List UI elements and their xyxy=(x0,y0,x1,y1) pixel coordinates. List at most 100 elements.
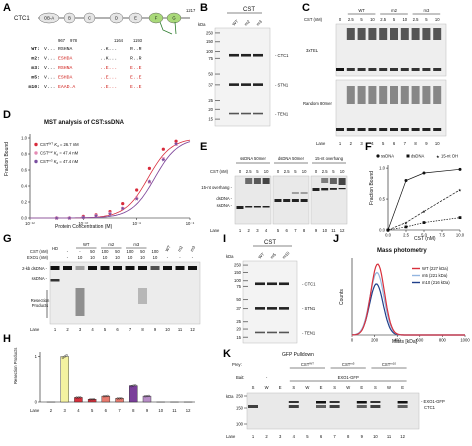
marker-25: 25 xyxy=(236,319,241,324)
marker-250: 250 xyxy=(206,30,214,35)
panel-i-lane-labels: WT m5 m10 xyxy=(257,250,291,260)
panel-e-lane-numbers: 1 2 3 4 5 6 7 8 9 10 11 12 xyxy=(239,228,345,233)
data-point xyxy=(81,215,86,220)
legend-marker xyxy=(406,154,410,158)
seq-segment-a: EAAD.A xyxy=(58,84,75,90)
bound-smear xyxy=(411,86,420,104)
y-tick-label: 0 xyxy=(35,400,38,405)
panel-c-lane-label: Lane xyxy=(316,141,326,146)
ctc1-band xyxy=(248,405,258,408)
lane-2: 2 xyxy=(50,408,53,413)
side-exo1-gfp: - EXO1-GFP xyxy=(421,399,445,404)
panel-g-bands xyxy=(50,266,197,316)
seq-segment-a: ESHDA xyxy=(58,56,73,62)
side-label-0: 15-nt overhang - xyxy=(201,185,232,190)
lane-12: 12 xyxy=(190,327,195,332)
row1-label: CST (nM) xyxy=(30,249,49,254)
seq-segment-c: R..R xyxy=(130,56,142,62)
lane-1: 1 xyxy=(54,327,57,332)
x-tick-label: 10⁻⁶ xyxy=(186,221,195,226)
panel-d-ylabel: Fraction Bound xyxy=(4,142,10,176)
free-probe-band xyxy=(422,128,431,131)
x-tick-label: 10⁻¹² xyxy=(25,221,35,226)
panel-i-kda: kDa xyxy=(226,254,234,259)
domain-g: G xyxy=(166,12,182,24)
dsdna-band xyxy=(50,266,60,270)
legend-text: WT (227 kDa) xyxy=(422,266,449,271)
data-point xyxy=(120,206,125,211)
domain-shape xyxy=(109,12,124,24)
row2-1: 10 xyxy=(78,255,83,260)
x-tick-label: 10⁻⁸ xyxy=(132,221,141,226)
marker-150: 150 xyxy=(234,270,242,275)
exo1-gfp-band xyxy=(356,401,367,404)
col-3: S xyxy=(292,385,295,390)
lane-10: 10 xyxy=(322,228,327,233)
row2-label: EXO1 (nM) xyxy=(27,255,49,260)
domain-shape xyxy=(148,12,164,24)
data-point xyxy=(121,202,125,206)
seq-segment-b: ..K... xyxy=(100,56,117,62)
row1-4: 50 xyxy=(115,249,120,254)
panel-d-title: MST analysis of CST:ssDNA xyxy=(44,120,125,126)
marker-15: 15 xyxy=(208,117,213,122)
exo1-gfp-band xyxy=(329,401,340,403)
panel-d-plot: 0.0 0.2 0.4 0.6 0.8 1.0 10⁻¹² 10⁻¹⁰ 10⁻⁸ 10⁻⁶ CSTW… xyxy=(21,134,195,226)
free-probe-band xyxy=(433,68,442,71)
y-tick-label: 0.0 xyxy=(21,216,27,221)
x-tick-label: 0 xyxy=(351,338,354,343)
legend-entry-2: m10 (216 kDa) xyxy=(412,280,450,285)
resection-smear xyxy=(138,288,147,304)
protein-band-stn1 xyxy=(255,307,265,310)
protein-band-ten1 xyxy=(229,112,239,115)
bound-band xyxy=(262,178,270,184)
panel-b-header: CST xyxy=(243,7,255,13)
lane-9: 9 xyxy=(425,141,428,146)
domain-shape xyxy=(83,12,96,24)
lane-10: 10 xyxy=(435,141,440,146)
data-point xyxy=(458,167,462,171)
conc-7: 2.5 xyxy=(413,17,419,22)
conc-6: 10 xyxy=(402,17,407,22)
ctc1-band xyxy=(356,405,367,408)
free-probe-band xyxy=(379,68,388,71)
data-point xyxy=(458,216,462,220)
col-0: S xyxy=(252,385,255,390)
conc-7: 10 xyxy=(302,169,307,174)
panel-k-markers: 250 150 100 xyxy=(236,394,247,427)
seq-segment-c: E..E xyxy=(130,65,142,71)
ctc1-band xyxy=(397,405,408,408)
side-ctc1: CTC1 xyxy=(424,405,436,410)
panel-c-3xtel: 3xTEL xyxy=(306,48,319,53)
row2-0: - xyxy=(67,255,69,260)
dsdna-band xyxy=(125,266,135,270)
lane-8: 8 xyxy=(303,228,306,233)
seq-segment-b: ..E... xyxy=(100,65,117,71)
free-probe-band xyxy=(400,128,409,131)
resection-smear xyxy=(75,288,85,316)
panel-f-ylabel: Fraction Bound xyxy=(369,171,375,205)
exo1-gfp-band xyxy=(397,401,408,404)
panel-b-markers: 250 150 100 75 50 37 25 20 15 xyxy=(206,30,220,122)
bar-lane-6 xyxy=(101,395,111,403)
panel-k-title: GFP Pulldown xyxy=(282,352,314,358)
alignment-row-m10: m10: V... EAAD.A ..E... E..E xyxy=(28,84,141,90)
exo1-gfp-band xyxy=(288,401,299,403)
row2-8: - xyxy=(167,255,169,260)
row2-9: - xyxy=(179,255,181,260)
lane-2: 2 xyxy=(66,327,69,332)
legend-marker xyxy=(34,142,38,147)
panel-c: C CST (nM) WT m2 m3 0 2.5 5 10 2.5 5 10 2.5 5 10 3xT… xyxy=(302,2,447,146)
domain-label: OB-A xyxy=(44,16,54,21)
panel-b-label: B xyxy=(200,2,208,14)
exo1-gfp-band xyxy=(316,401,326,404)
replicate-point xyxy=(132,384,135,387)
panel-k-lane-label: Lane xyxy=(226,434,236,439)
lane-label-m2: m2 xyxy=(243,19,251,27)
panel-f: F ssDNA dsDNA ★ 15-nt OH 0.00.51.00.0 2.5 5.0… xyxy=(365,141,465,242)
seq-segment-b: ..E... xyxy=(100,84,117,90)
seq-prefix: V... xyxy=(44,65,56,71)
